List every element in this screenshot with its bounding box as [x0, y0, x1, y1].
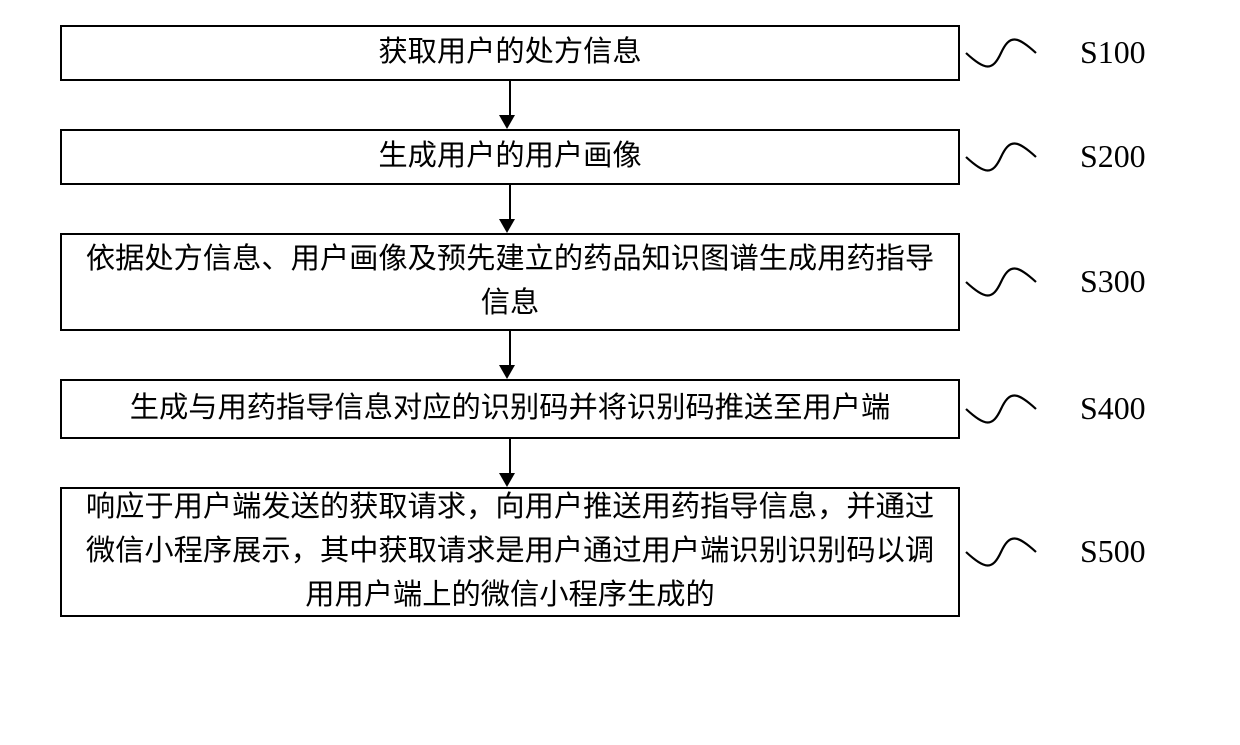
flow-step-label: S200	[1080, 139, 1146, 175]
flow-box: 响应于用户端发送的获取请求，向用户推送用药指导信息，并通过微信小程序展示，其中获…	[60, 487, 960, 617]
flow-box-text: 生成用户的用户画像	[378, 135, 641, 179]
connector-curve	[966, 25, 1036, 81]
connector-curve	[966, 129, 1036, 185]
arrow-head-icon	[499, 365, 515, 379]
arrow-head-icon	[499, 473, 515, 487]
flow-box-text: 依据处方信息、用户画像及预先建立的药品知识图谱生成用药指导信息	[78, 238, 942, 326]
connector-curve	[966, 233, 1036, 331]
flow-step-label: S500	[1080, 534, 1146, 570]
arrow-head-icon	[499, 115, 515, 129]
flow-box-text: 生成与用药指导信息对应的识别码并将识别码推送至用户端	[130, 387, 891, 431]
flowchart-container: 获取用户的处方信息 S100 生成用户的用户画像 S200 依据处方信息、用户画像及…	[60, 25, 1180, 617]
flow-arrow	[509, 439, 511, 487]
arrow-line	[509, 81, 511, 115]
flow-arrow	[509, 185, 511, 233]
connector-curve	[966, 487, 1036, 617]
flow-step: 生成与用药指导信息对应的识别码并将识别码推送至用户端 S400	[60, 379, 1180, 439]
flow-box: 获取用户的处方信息	[60, 25, 960, 81]
flow-box: 生成与用药指导信息对应的识别码并将识别码推送至用户端	[60, 379, 960, 439]
flow-box: 依据处方信息、用户画像及预先建立的药品知识图谱生成用药指导信息	[60, 233, 960, 331]
flow-arrow	[509, 331, 511, 379]
arrow-line	[509, 185, 511, 219]
arrow-line	[509, 439, 511, 473]
flow-step-label: S100	[1080, 35, 1146, 71]
flow-box: 生成用户的用户画像	[60, 129, 960, 185]
flow-step: 获取用户的处方信息 S100	[60, 25, 1180, 81]
flow-step: 依据处方信息、用户画像及预先建立的药品知识图谱生成用药指导信息 S300	[60, 233, 1180, 331]
flow-box-text: 获取用户的处方信息	[378, 31, 641, 75]
arrow-line	[509, 331, 511, 365]
flow-step-label: S400	[1080, 391, 1146, 427]
flow-step: 生成用户的用户画像 S200	[60, 129, 1180, 185]
flow-step: 响应于用户端发送的获取请求，向用户推送用药指导信息，并通过微信小程序展示，其中获…	[60, 487, 1180, 617]
connector-curve	[966, 379, 1036, 439]
arrow-head-icon	[499, 219, 515, 233]
flow-box-text: 响应于用户端发送的获取请求，向用户推送用药指导信息，并通过微信小程序展示，其中获…	[78, 486, 942, 618]
flow-step-label: S300	[1080, 264, 1146, 300]
flow-arrow	[509, 81, 511, 129]
